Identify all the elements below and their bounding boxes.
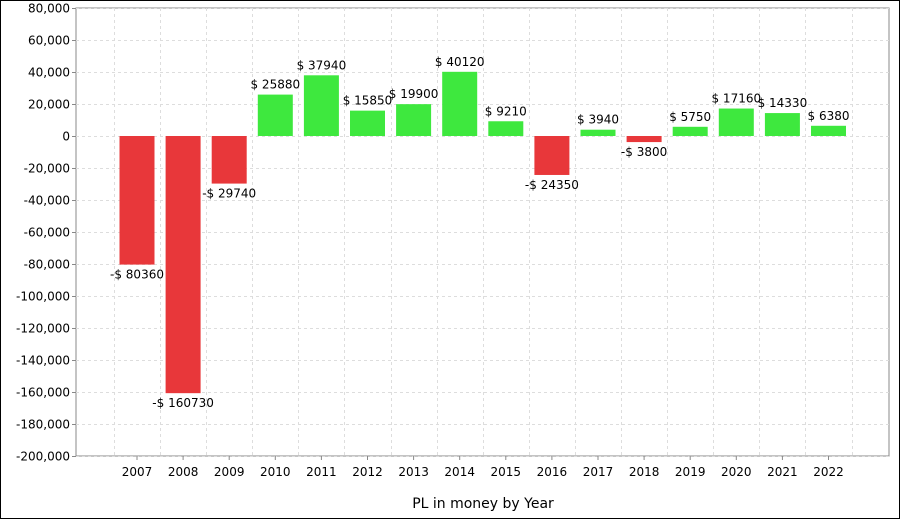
bar-2009 bbox=[211, 136, 247, 184]
x-tick-label: 2017 bbox=[583, 465, 614, 479]
data-label-2022: $ 6380 bbox=[808, 109, 850, 123]
x-tick-label: 2016 bbox=[537, 465, 568, 479]
x-tick-label: 2014 bbox=[444, 465, 475, 479]
y-tick-label: -140,000 bbox=[16, 354, 70, 368]
data-label-2011: $ 37940 bbox=[297, 58, 347, 72]
y-axis: 80,000 60,000 40,000 20,000 0 -20,000 -40,000 -… bbox=[16, 2, 76, 464]
bar-2010 bbox=[257, 94, 293, 136]
data-label-2012: $ 15850 bbox=[343, 94, 393, 108]
data-label-2021: $ 14330 bbox=[758, 96, 808, 110]
y-tick-label: -120,000 bbox=[16, 322, 70, 336]
x-axis-title: PL in money by Year bbox=[412, 496, 554, 512]
bars bbox=[119, 71, 846, 394]
bar-2014 bbox=[442, 71, 478, 136]
y-tick-label: -160,000 bbox=[16, 386, 70, 400]
bar-2017 bbox=[580, 129, 616, 136]
x-tick-label: 2021 bbox=[767, 465, 798, 479]
y-tick-label: 0 bbox=[62, 130, 70, 144]
y-tick-label: -80,000 bbox=[24, 258, 70, 272]
x-tick-label: 2022 bbox=[813, 465, 844, 479]
y-tick-label: 20,000 bbox=[28, 98, 70, 112]
bar-2021 bbox=[764, 113, 800, 136]
y-tick-label: 80,000 bbox=[28, 2, 70, 16]
data-label-2020: $ 17160 bbox=[711, 92, 761, 106]
bar-2013 bbox=[396, 104, 432, 136]
data-label-2015: $ 9210 bbox=[485, 104, 527, 118]
bar-2015 bbox=[488, 121, 524, 136]
data-label-2008: -$ 160730 bbox=[152, 396, 214, 410]
x-tick-label: 2020 bbox=[721, 465, 752, 479]
bar-2020 bbox=[718, 108, 754, 136]
x-tick-label: 2012 bbox=[352, 465, 383, 479]
y-tick-label: -20,000 bbox=[24, 162, 70, 176]
y-tick-label: -40,000 bbox=[24, 194, 70, 208]
data-label-2010: $ 25880 bbox=[250, 78, 300, 92]
data-label-2009: -$ 29740 bbox=[202, 187, 256, 201]
x-axis: 2007 2008 2009 2010 2011 2012 2013 2014 2015 2016… bbox=[122, 456, 844, 479]
y-tick-label: -60,000 bbox=[24, 226, 70, 240]
x-tick-label: 2008 bbox=[168, 465, 199, 479]
x-tick-label: 2007 bbox=[122, 465, 153, 479]
data-label-2017: $ 3940 bbox=[577, 113, 619, 127]
grid-lines bbox=[75, 7, 890, 457]
bar-2008 bbox=[165, 136, 201, 394]
y-tick-label: -180,000 bbox=[16, 418, 70, 432]
y-tick-label: -100,000 bbox=[16, 290, 70, 304]
bar-2011 bbox=[303, 75, 339, 136]
bar-2019 bbox=[672, 126, 708, 136]
data-label-2007: -$ 80360 bbox=[110, 268, 164, 282]
data-labels: -$ 80360 -$ 160730 -$ 29740 $ 25880 $ 37940 $… bbox=[110, 55, 849, 410]
y-tick-label: -200,000 bbox=[16, 450, 70, 464]
y-tick-label: 60,000 bbox=[28, 34, 70, 48]
bar-2016 bbox=[534, 136, 570, 175]
bar-2022 bbox=[811, 125, 846, 136]
bar-2007 bbox=[119, 136, 155, 265]
bar-2018 bbox=[626, 136, 662, 143]
data-label-2013: $ 19900 bbox=[389, 87, 439, 101]
x-tick-label: 2009 bbox=[214, 465, 245, 479]
x-tick-label: 2019 bbox=[675, 465, 706, 479]
y-tick-label: 40,000 bbox=[28, 66, 70, 80]
x-tick-label: 2010 bbox=[260, 465, 291, 479]
data-label-2014: $ 40120 bbox=[435, 55, 485, 69]
x-tick-label: 2015 bbox=[491, 465, 522, 479]
x-tick-label: 2018 bbox=[629, 465, 660, 479]
data-label-2019: $ 5750 bbox=[669, 110, 711, 124]
data-label-2016: -$ 24350 bbox=[525, 178, 579, 192]
bar-2012 bbox=[350, 110, 385, 136]
x-tick-label: 2011 bbox=[306, 465, 337, 479]
x-tick-label: 2013 bbox=[398, 465, 429, 479]
data-label-2018: -$ 3800 bbox=[621, 145, 667, 159]
